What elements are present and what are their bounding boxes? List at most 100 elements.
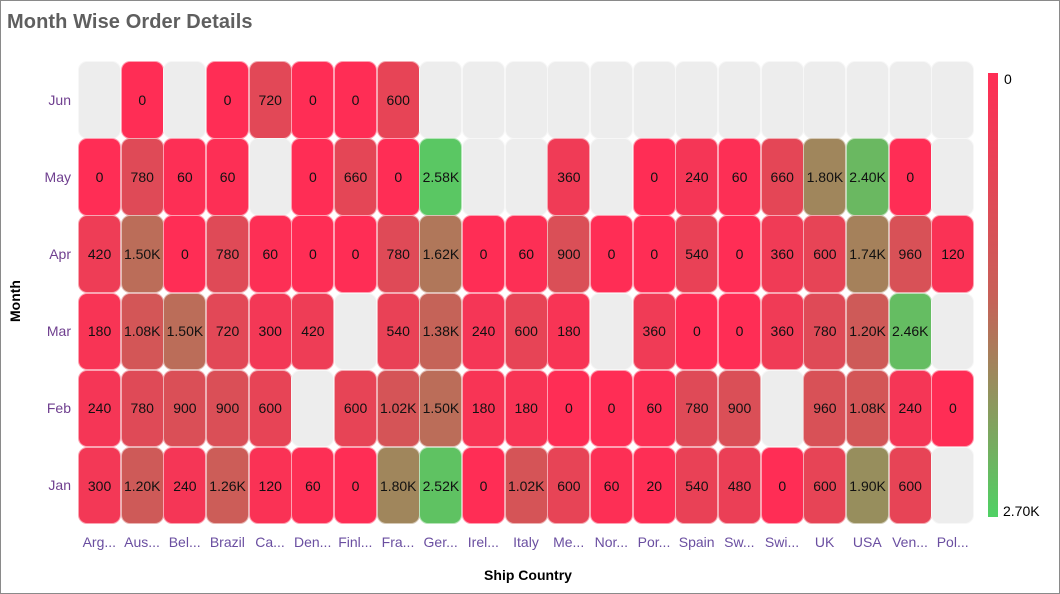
heatmap-cell[interactable] bbox=[590, 138, 634, 216]
heatmap-cell[interactable]: 60 bbox=[590, 446, 634, 525]
heatmap-cell[interactable]: 240 bbox=[462, 292, 506, 371]
heatmap-cell[interactable]: 900 bbox=[163, 369, 207, 448]
heatmap-cell[interactable]: 180 bbox=[504, 369, 548, 448]
heatmap-cell[interactable]: 360 bbox=[632, 292, 676, 371]
heatmap-cell[interactable] bbox=[334, 292, 378, 371]
heatmap-cell[interactable]: 2.40K bbox=[846, 138, 890, 216]
heatmap-cell[interactable] bbox=[248, 138, 292, 216]
heatmap-cell[interactable]: 0 bbox=[163, 215, 207, 293]
heatmap-cell[interactable]: 240 bbox=[78, 369, 122, 448]
heatmap-cell[interactable]: 1.80K bbox=[376, 446, 420, 525]
heatmap-cell[interactable]: 2.46K bbox=[888, 292, 932, 371]
heatmap-cell[interactable]: 420 bbox=[291, 292, 335, 371]
heatmap-cell[interactable]: 780 bbox=[803, 292, 847, 371]
heatmap-cell[interactable] bbox=[590, 61, 634, 139]
heatmap-cell[interactable]: 300 bbox=[78, 446, 122, 525]
heatmap-cell[interactable]: 660 bbox=[760, 138, 804, 216]
heatmap-cell[interactable]: 600 bbox=[334, 369, 378, 448]
heatmap-cell[interactable]: 1.02K bbox=[376, 369, 420, 448]
heatmap-cell[interactable]: 720 bbox=[206, 292, 250, 371]
heatmap-cell[interactable]: 2.52K bbox=[419, 446, 463, 525]
heatmap-cell[interactable]: 1.26K bbox=[206, 446, 250, 525]
heatmap-cell[interactable] bbox=[931, 446, 975, 525]
heatmap-cell[interactable]: 0 bbox=[632, 215, 676, 293]
heatmap-cell[interactable] bbox=[590, 292, 634, 371]
heatmap-cell[interactable] bbox=[718, 61, 762, 139]
heatmap-cell[interactable]: 1.20K bbox=[846, 292, 890, 371]
heatmap-cell[interactable]: 600 bbox=[803, 446, 847, 525]
heatmap-cell[interactable] bbox=[675, 61, 719, 139]
heatmap-cell[interactable]: 660 bbox=[334, 138, 378, 216]
heatmap-cell[interactable]: 0 bbox=[334, 61, 378, 139]
heatmap-cell[interactable]: 240 bbox=[163, 446, 207, 525]
heatmap-cell[interactable]: 540 bbox=[376, 292, 420, 371]
heatmap-cell[interactable] bbox=[931, 138, 975, 216]
heatmap-cell[interactable]: 120 bbox=[931, 215, 975, 293]
heatmap-cell[interactable] bbox=[163, 61, 207, 139]
heatmap-cell[interactable]: 2.58K bbox=[419, 138, 463, 216]
heatmap-cell[interactable]: 0 bbox=[888, 138, 932, 216]
heatmap-cell[interactable] bbox=[462, 138, 506, 216]
heatmap-cell[interactable]: 60 bbox=[632, 369, 676, 448]
heatmap-cell[interactable]: 120 bbox=[248, 446, 292, 525]
heatmap-cell[interactable] bbox=[931, 61, 975, 139]
heatmap-cell[interactable]: 360 bbox=[760, 215, 804, 293]
heatmap-cell[interactable] bbox=[547, 61, 591, 139]
heatmap-cell[interactable]: 0 bbox=[206, 61, 250, 139]
heatmap-cell[interactable]: 0 bbox=[120, 61, 164, 139]
heatmap-cell[interactable]: 0 bbox=[78, 138, 122, 216]
heatmap-cell[interactable]: 1.20K bbox=[120, 446, 164, 525]
heatmap-cell[interactable]: 0 bbox=[718, 215, 762, 293]
heatmap-cell[interactable]: 540 bbox=[675, 215, 719, 293]
heatmap-cell[interactable] bbox=[760, 61, 804, 139]
heatmap-cell[interactable]: 0 bbox=[334, 446, 378, 525]
heatmap-cell[interactable]: 60 bbox=[248, 215, 292, 293]
heatmap-cell[interactable]: 420 bbox=[78, 215, 122, 293]
heatmap-cell[interactable] bbox=[632, 61, 676, 139]
heatmap-cell[interactable]: 1.50K bbox=[419, 369, 463, 448]
heatmap-cell[interactable]: 0 bbox=[632, 138, 676, 216]
heatmap-cell[interactable]: 1.02K bbox=[504, 446, 548, 525]
heatmap-cell[interactable]: 780 bbox=[120, 369, 164, 448]
heatmap-cell[interactable] bbox=[846, 61, 890, 139]
heatmap-cell[interactable]: 240 bbox=[888, 369, 932, 448]
heatmap-cell[interactable]: 60 bbox=[291, 446, 335, 525]
heatmap-cell[interactable] bbox=[419, 61, 463, 139]
heatmap-cell[interactable]: 900 bbox=[547, 215, 591, 293]
heatmap-cell[interactable]: 300 bbox=[248, 292, 292, 371]
heatmap-cell[interactable]: 0 bbox=[718, 292, 762, 371]
heatmap-cell[interactable]: 240 bbox=[675, 138, 719, 216]
heatmap-cell[interactable]: 0 bbox=[590, 369, 634, 448]
heatmap-cell[interactable]: 0 bbox=[590, 215, 634, 293]
heatmap-cell[interactable]: 0 bbox=[462, 446, 506, 525]
heatmap-cell[interactable]: 1.50K bbox=[120, 215, 164, 293]
heatmap-cell[interactable]: 180 bbox=[547, 292, 591, 371]
heatmap-cell[interactable]: 0 bbox=[462, 215, 506, 293]
heatmap-cell[interactable]: 600 bbox=[547, 446, 591, 525]
heatmap-cell[interactable]: 600 bbox=[248, 369, 292, 448]
heatmap-cell[interactable]: 1.50K bbox=[163, 292, 207, 371]
heatmap-cell[interactable]: 1.62K bbox=[419, 215, 463, 293]
heatmap-cell[interactable]: 1.38K bbox=[419, 292, 463, 371]
heatmap-cell[interactable]: 0 bbox=[334, 215, 378, 293]
heatmap-cell[interactable]: 780 bbox=[206, 215, 250, 293]
heatmap-cell[interactable]: 600 bbox=[803, 215, 847, 293]
heatmap-cell[interactable]: 0 bbox=[376, 138, 420, 216]
heatmap-cell[interactable] bbox=[888, 61, 932, 139]
heatmap-cell[interactable] bbox=[931, 292, 975, 371]
heatmap-cell[interactable]: 180 bbox=[462, 369, 506, 448]
heatmap-cell[interactable]: 0 bbox=[547, 369, 591, 448]
heatmap-cell[interactable]: 60 bbox=[718, 138, 762, 216]
heatmap-cell[interactable]: 0 bbox=[931, 369, 975, 448]
heatmap-cell[interactable]: 180 bbox=[78, 292, 122, 371]
heatmap-cell[interactable] bbox=[760, 369, 804, 448]
heatmap-cell[interactable]: 360 bbox=[760, 292, 804, 371]
heatmap-cell[interactable]: 1.08K bbox=[846, 369, 890, 448]
heatmap-cell[interactable]: 900 bbox=[718, 369, 762, 448]
heatmap-cell[interactable]: 1.08K bbox=[120, 292, 164, 371]
heatmap-cell[interactable]: 1.74K bbox=[846, 215, 890, 293]
heatmap-cell[interactable] bbox=[504, 61, 548, 139]
heatmap-cell[interactable] bbox=[462, 61, 506, 139]
heatmap-cell[interactable]: 20 bbox=[632, 446, 676, 525]
heatmap-cell[interactable]: 0 bbox=[291, 215, 335, 293]
